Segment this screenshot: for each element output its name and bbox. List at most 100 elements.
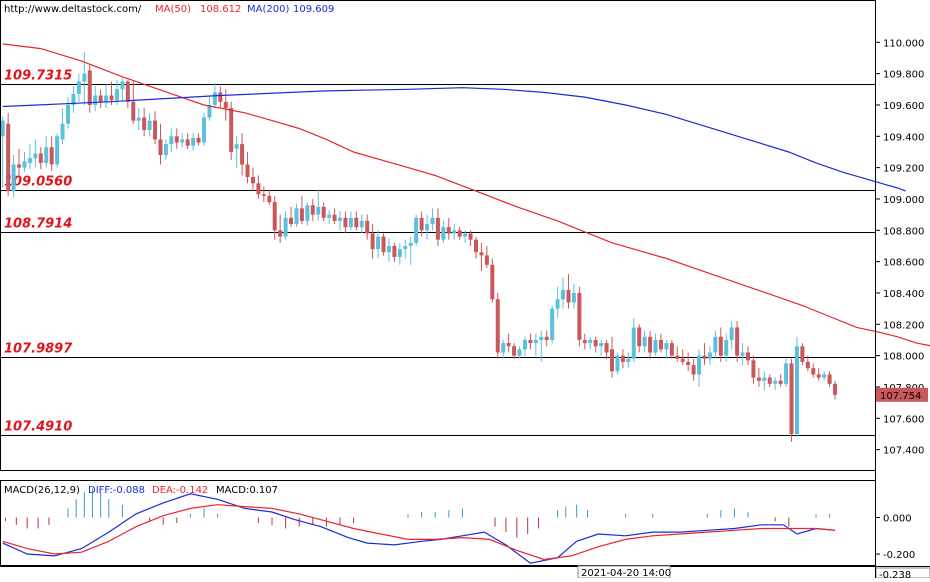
candle-body	[218, 92, 223, 102]
level-label: 109.0560	[4, 175, 72, 190]
candle-body	[196, 137, 201, 143]
candle-body	[789, 363, 794, 434]
candle-body	[267, 195, 272, 203]
candle-body	[229, 108, 234, 152]
candle-body	[474, 239, 478, 253]
candle-body	[365, 220, 370, 234]
candle-body	[484, 255, 489, 265]
candle-body	[713, 336, 718, 353]
candle-body	[305, 205, 310, 221]
candle-body	[250, 177, 255, 184]
candle-body	[256, 183, 261, 195]
ma50-line	[2, 43, 930, 347]
candle-body	[544, 336, 549, 340]
candle-body	[604, 343, 609, 353]
candle-body	[550, 308, 555, 340]
candle-body	[125, 81, 130, 102]
macd-pane: 0.000 -0.200 -0.238	[2, 488, 930, 581]
candle-body	[506, 343, 511, 347]
candle-body	[577, 292, 582, 340]
candle-body	[403, 245, 408, 250]
candle-body	[746, 352, 750, 361]
candle-body	[17, 164, 22, 168]
candle-body	[658, 339, 663, 350]
candle-body	[800, 346, 805, 362]
candle-body	[468, 233, 473, 240]
candle-body	[142, 117, 147, 131]
y-axis-tick-label: 108.800	[883, 226, 924, 237]
candle-body	[0, 120, 5, 137]
level-label: 109.7315	[4, 69, 72, 84]
y-axis-tick-label: 109.000	[883, 195, 924, 206]
candle-body	[38, 153, 43, 163]
candle-body	[430, 217, 435, 225]
candle-body	[44, 147, 49, 163]
candle-body	[82, 73, 87, 82]
candle-body	[669, 343, 674, 356]
candle-body	[707, 352, 712, 359]
candle-body	[778, 380, 783, 384]
candle-body	[234, 144, 239, 149]
candle-body	[354, 217, 359, 228]
candle-body	[615, 355, 620, 372]
candle-body	[794, 346, 799, 434]
candle-body	[321, 206, 326, 218]
candle-body	[174, 136, 179, 143]
candle-body	[212, 92, 217, 105]
candle-body	[147, 120, 152, 131]
candle-body	[93, 95, 98, 105]
candle-body	[120, 81, 125, 90]
header-url[interactable]: http://www.deltastock.com/	[4, 4, 142, 15]
candle-body	[114, 89, 119, 101]
candle-body	[435, 217, 440, 240]
candle-body	[664, 343, 669, 350]
candle-body	[762, 377, 767, 381]
candle-body	[327, 214, 332, 218]
y-axis-tick-label: 109.600	[883, 101, 924, 112]
y-axis-tick-label: 107.400	[883, 446, 924, 457]
candle-body	[163, 144, 168, 156]
candle-body	[441, 227, 446, 240]
candle-body	[180, 139, 185, 143]
candle-body	[522, 339, 527, 350]
candle-body	[240, 144, 245, 165]
candle-body	[136, 117, 141, 121]
candle-body	[555, 299, 560, 309]
candle-body	[642, 336, 647, 347]
candle-body	[408, 242, 413, 246]
candle-body	[533, 339, 538, 344]
candle-body	[261, 194, 266, 196]
candle-body	[87, 70, 92, 105]
candle-body	[370, 233, 375, 250]
candle-body	[610, 349, 614, 372]
candle-body	[517, 349, 522, 356]
y-axis-tick-label: 109.800	[883, 70, 924, 81]
candle-body	[316, 206, 321, 215]
candle-body	[697, 355, 702, 375]
candle-body	[386, 245, 391, 253]
macd-title: MACD(26,12,9)	[4, 485, 80, 496]
macd-diff-label: DIFF:-0.088	[88, 485, 145, 496]
ma200-label: MA(200)	[247, 4, 289, 15]
candle-body	[60, 123, 65, 140]
candle-body	[419, 217, 424, 231]
y-axis-tick-label: 108.000	[883, 352, 924, 363]
candle-body	[49, 147, 54, 165]
level-label: 107.4910	[4, 420, 72, 435]
candle-body	[691, 365, 696, 375]
candle-body	[207, 104, 212, 118]
ma50-value: 108.612	[200, 4, 241, 15]
candle-body	[397, 249, 402, 257]
candle-body	[702, 355, 707, 359]
candle-body	[571, 292, 576, 303]
candle-body	[626, 358, 631, 362]
candle-body	[566, 289, 571, 303]
candle-body	[338, 217, 342, 221]
candle-body	[55, 136, 60, 165]
candle-body	[299, 208, 304, 221]
y-axis-tick-label: 108.600	[883, 258, 924, 269]
candle-body	[767, 377, 772, 384]
y-axis-tick-label: 110.000	[883, 38, 924, 49]
